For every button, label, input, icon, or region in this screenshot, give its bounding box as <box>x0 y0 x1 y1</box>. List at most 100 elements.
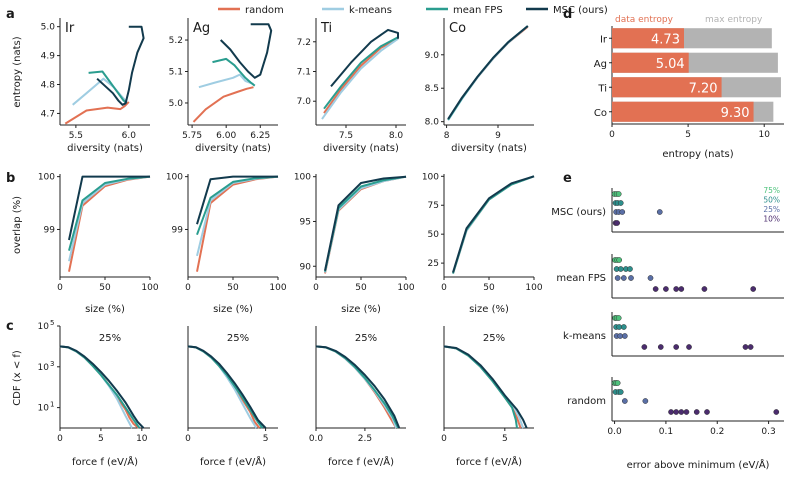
quantile-legend-q25: 25% <box>763 205 780 214</box>
point-q75 <box>615 315 622 321</box>
x-tick-label: 0 <box>609 130 615 140</box>
panel-c-line-random <box>315 345 398 429</box>
panel-c-xlabel: force f (eV/Å) <box>72 455 138 468</box>
panel-letter-e: e <box>563 171 572 186</box>
point-q10 <box>641 344 648 350</box>
x-tick-label: 0.0 <box>607 427 622 437</box>
panel-a-line-msc <box>447 25 529 120</box>
panel-a-line-fps <box>323 36 399 110</box>
panel-letter-c: c <box>6 319 14 334</box>
point-q50 <box>617 266 624 272</box>
x-tick-label: 0 <box>57 434 63 444</box>
element-label-Ag: Ag <box>193 21 210 36</box>
panel-a-subplot-Ti: 7.5 8.0 7.0 7.1 7.2 Ti diversity (nats) <box>297 18 406 154</box>
bar-data-entropy-Ir <box>612 28 684 49</box>
panel-c-line-fps <box>443 345 518 429</box>
panel-a-xlabel: diversity (nats) <box>67 143 143 154</box>
y-tick-label: 50 <box>428 230 440 240</box>
point-q10 <box>668 409 674 415</box>
panel-b-line-msc <box>452 175 535 273</box>
x-tick-label: 50 <box>355 283 367 293</box>
y-tick-label: 4.9 <box>41 52 56 62</box>
x-tick-label: 5 <box>98 434 104 444</box>
panel-a-xlabel: diversity (nats) <box>323 143 399 154</box>
legend-max-entropy: max entropy <box>705 15 763 25</box>
panel-c-subplot-1: 0 5 25% force f (eV/Å) <box>185 326 278 468</box>
point-q10 <box>742 344 749 350</box>
panel-b-ylabel: overlap (%) <box>12 196 23 254</box>
panel-c-line-kmeans <box>59 345 133 429</box>
y-tick-label: 90 <box>300 262 312 272</box>
panel-c-line-kmeans <box>315 345 398 429</box>
y-tick-label: 99 <box>172 225 184 235</box>
x-tick-label: 5 <box>685 130 691 140</box>
bar-value-label-Ag: 5.04 <box>656 57 685 72</box>
panel-b-xlabel: size (%) <box>469 304 509 315</box>
panel-c-line-random <box>443 345 522 429</box>
y-tick-label: 100 <box>294 173 311 183</box>
category-label-Ti: Ti <box>597 83 607 94</box>
x-tick-label: 0.1 <box>659 427 673 437</box>
point-q25 <box>619 209 626 215</box>
point-q50 <box>627 266 633 272</box>
panel-e-xlabel: error above minimum (eV/Å) <box>627 458 770 471</box>
panel-a-line-msc <box>330 28 399 88</box>
x-tick-label: 0 <box>441 434 447 444</box>
panel-b-line-msc <box>324 175 407 271</box>
category-label-3: random <box>567 396 606 407</box>
point-q10 <box>686 344 692 350</box>
y-tick-label: 99 <box>44 225 56 235</box>
panel-a-line-msc <box>219 23 273 79</box>
panel-c-subplot-2: 0.0 2.5 25% force f (eV/Å) <box>309 326 406 468</box>
panel-b-subplot-3: 0 50 100 25 50 75 100 size (%) <box>422 172 543 315</box>
x-tick-label: 0 <box>57 283 63 293</box>
y-tick-label: 25 <box>428 259 439 269</box>
x-tick-label: 7.5 <box>339 131 353 141</box>
panel-b-line-fps <box>324 175 407 272</box>
y-tick-label: 100 <box>422 172 439 182</box>
x-tick-label: 50 <box>483 283 495 293</box>
x-tick-label: 6.00 <box>216 131 236 141</box>
bar-value-label-Co: 9.30 <box>721 106 750 121</box>
panel-c-line-kmeans <box>443 345 525 429</box>
panel-a-line-random <box>192 86 254 123</box>
panel-b-line-msc <box>68 175 150 241</box>
legend-label-fps: mean FPS <box>453 5 503 16</box>
panel-b-line-random <box>452 175 535 274</box>
panel-letter-a: a <box>6 7 15 22</box>
category-label-0: MSC (ours) <box>551 207 606 218</box>
point-q25 <box>628 275 634 281</box>
x-tick-label: 100 <box>397 283 414 293</box>
x-tick-label: 2.5 <box>358 434 372 444</box>
bar-data-entropy-Ag <box>612 52 689 73</box>
point-q25 <box>620 275 627 281</box>
y-tick-label: 5.1 <box>169 68 183 78</box>
point-q25 <box>621 398 628 404</box>
point-q10 <box>614 220 620 226</box>
panel-a-line-fps <box>447 25 529 121</box>
panel-b-line-msc <box>196 175 278 225</box>
x-tick-label: 5.5 <box>69 131 83 141</box>
panel-b-subplot-1: 0 50 100 99 100 size (%) <box>166 173 287 315</box>
quantile-legend-q10: 10% <box>763 215 780 224</box>
point-q25 <box>614 275 621 281</box>
x-tick-label: 0 <box>185 283 191 293</box>
y-tick-label: 100 <box>38 173 55 183</box>
panel-c-annotation: 25% <box>227 333 249 344</box>
panel-b-line-fps <box>68 175 151 251</box>
panel-d: 0 5 10 entropy (nats) data entropy max entrop… <box>594 15 784 160</box>
x-tick-label: 50 <box>99 283 111 293</box>
y-tick-label: 8.5 <box>425 84 439 94</box>
y-tick-label: 5.0 <box>41 23 56 33</box>
panel-c-line-msc <box>59 345 145 429</box>
x-tick-label: 0.3 <box>761 427 775 437</box>
point-q50 <box>617 389 624 395</box>
panel-e: MSC (ours) mean FPS k-means random 75%50%25%… <box>551 186 784 471</box>
x-tick-label: 100 <box>525 283 542 293</box>
x-tick-label: 5.75 <box>182 131 202 141</box>
panel-b-line-kmeans <box>452 175 535 274</box>
point-q10 <box>657 344 664 350</box>
x-tick-label: 10 <box>136 434 148 444</box>
element-label-Ti: Ti <box>320 21 332 36</box>
